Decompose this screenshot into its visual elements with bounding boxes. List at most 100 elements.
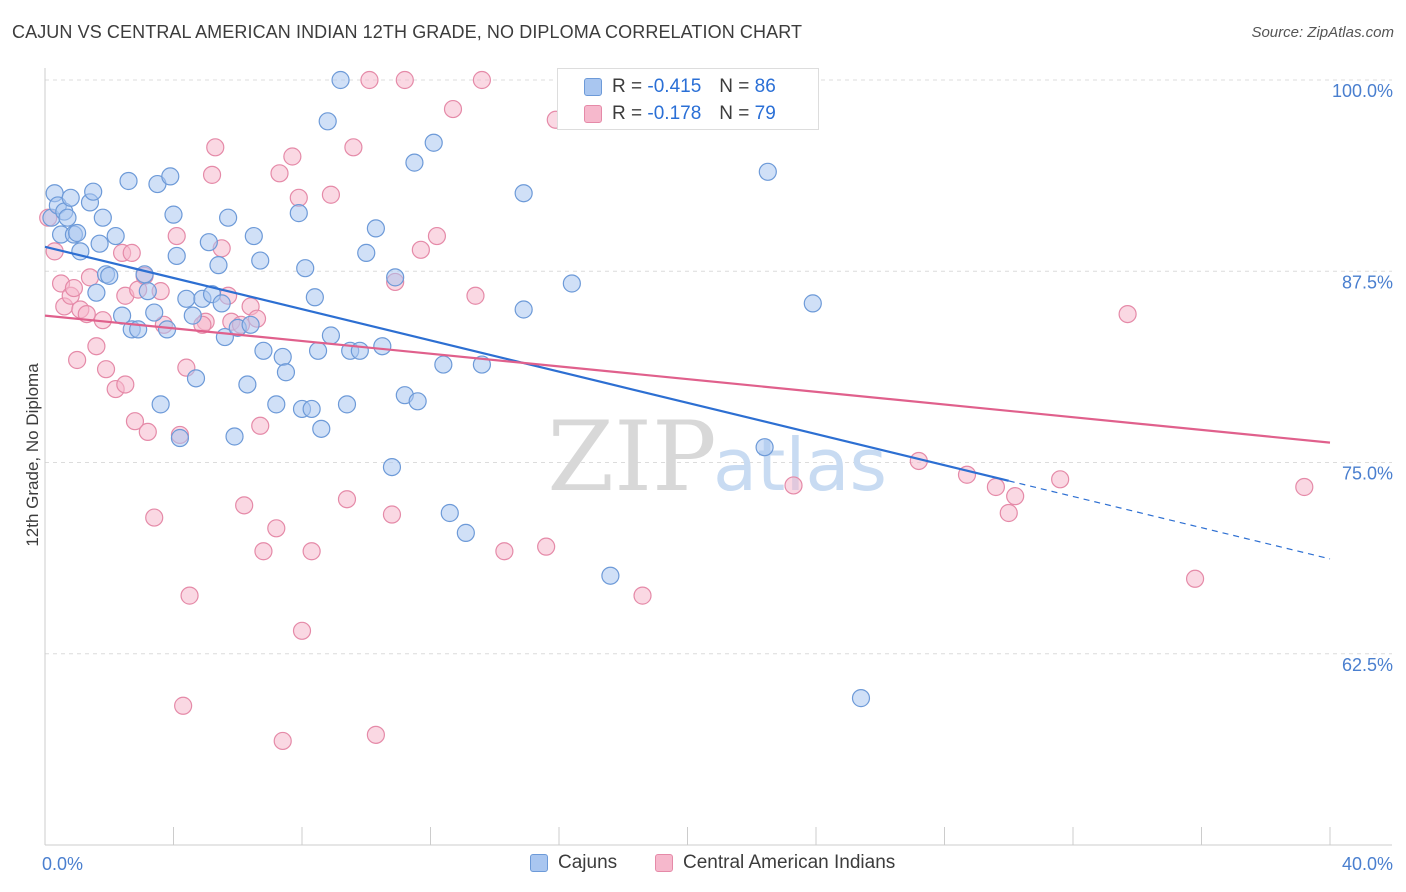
cajun-point bbox=[408, 392, 427, 411]
cajun-point bbox=[135, 265, 154, 284]
central-american-indian-point bbox=[116, 375, 135, 394]
cajun-point bbox=[267, 395, 286, 414]
cajun-point bbox=[183, 306, 202, 325]
central-american-indian-point bbox=[633, 586, 652, 605]
central-american-indian-point bbox=[64, 278, 84, 298]
y-axis-label-group: 12th Grade, No Diploma bbox=[23, 363, 42, 547]
cajun-point bbox=[755, 438, 774, 457]
cajun-point bbox=[276, 363, 296, 382]
y-tick-label-2: 75.0% bbox=[1342, 464, 1393, 484]
cajun-point bbox=[58, 208, 77, 227]
cajun-point bbox=[514, 184, 533, 203]
central-american-indian-point bbox=[254, 542, 273, 561]
cajun-point bbox=[373, 337, 392, 356]
legend-n-value: 79 bbox=[754, 103, 776, 124]
cajun-point bbox=[434, 355, 453, 374]
legend-n-label: N = bbox=[719, 103, 750, 124]
cajun-point bbox=[318, 112, 337, 131]
central-american-indian-point bbox=[1118, 304, 1137, 324]
cajun-point bbox=[251, 251, 270, 270]
central-american-indian-point bbox=[337, 490, 357, 509]
cajun-point bbox=[170, 428, 190, 448]
cajun-point bbox=[601, 566, 620, 585]
cajun-point bbox=[305, 288, 324, 307]
central-american-indian-point bbox=[289, 188, 308, 207]
legend-n-value: 86 bbox=[754, 76, 776, 97]
legend-swatch-cajuns bbox=[530, 854, 548, 872]
central-american-indian-point bbox=[999, 503, 1018, 523]
cajun-point bbox=[302, 399, 321, 419]
x-tick-label-1: 40.0% bbox=[1342, 854, 1393, 874]
cajun-point bbox=[219, 208, 238, 227]
cajun-point bbox=[312, 419, 331, 438]
cajun-point bbox=[68, 223, 87, 243]
legend-row-central-american-indians: R = -0.178 N = 79 bbox=[584, 102, 776, 126]
central-american-indian-trend-line bbox=[44, 314, 1331, 444]
legend-r-label: R = bbox=[612, 103, 643, 124]
central-american-indian-point bbox=[784, 476, 803, 495]
x-tick-label-0: 0.0% bbox=[42, 854, 83, 874]
y-tick-label-1: 87.5% bbox=[1342, 272, 1393, 292]
cajun-point bbox=[106, 226, 125, 246]
central-american-indian-point bbox=[125, 412, 145, 431]
correlation-legend: R = -0.415 N = 86 R = -0.178 N = 79 bbox=[557, 68, 819, 130]
central-american-indian-point bbox=[174, 696, 193, 715]
central-american-indian-point bbox=[411, 240, 430, 259]
cajun-point bbox=[254, 341, 273, 360]
cajun-trend-extension bbox=[1008, 480, 1331, 560]
cajun-point bbox=[151, 395, 170, 414]
central-american-indian-point bbox=[87, 337, 106, 356]
cajun-point bbox=[273, 347, 292, 367]
central-american-indian-point bbox=[235, 496, 254, 515]
source-label: Source: ZipAtlas.com bbox=[1251, 24, 1394, 41]
cajun-point bbox=[424, 133, 443, 152]
central-american-indian-point bbox=[495, 542, 514, 561]
cajun-point bbox=[758, 162, 777, 181]
central-american-indian-point bbox=[344, 138, 363, 157]
y-tick-label-0: 100.0% bbox=[1332, 81, 1393, 101]
central-american-indian-point bbox=[145, 508, 164, 527]
central-american-indian-point bbox=[122, 243, 141, 262]
central-american-indian-point bbox=[180, 586, 199, 605]
cajun-point bbox=[100, 266, 119, 285]
cajun-point bbox=[145, 303, 164, 322]
central-american-indian-point bbox=[138, 422, 157, 441]
central-american-indian-point bbox=[270, 164, 289, 183]
cajun-point bbox=[164, 205, 183, 224]
central-american-indian-point bbox=[443, 99, 463, 119]
legend-item-cajuns[interactable]: Cajuns bbox=[530, 852, 617, 874]
gridlines bbox=[45, 79, 1392, 655]
axes bbox=[44, 68, 1392, 846]
data-points bbox=[39, 70, 1314, 751]
central-american-indian-point bbox=[427, 226, 447, 246]
cajun-point bbox=[337, 395, 357, 414]
legend-r-label: R = bbox=[612, 76, 643, 97]
legend-row-cajuns: R = -0.415 N = 86 bbox=[584, 75, 776, 99]
central-american-indian-point bbox=[1295, 477, 1314, 497]
cajun-point bbox=[382, 457, 402, 477]
central-american-indian-point bbox=[302, 542, 321, 561]
cajun-point bbox=[87, 283, 106, 302]
legend-swatch-central-american-indians bbox=[655, 854, 673, 872]
central-american-indian-point bbox=[206, 138, 225, 157]
cajun-point bbox=[308, 341, 328, 360]
cajun-point bbox=[440, 503, 459, 523]
chart-title: CAJUN VS CENTRAL AMERICAN INDIAN 12TH GR… bbox=[12, 22, 803, 42]
watermark: ZIP atlas bbox=[547, 401, 887, 513]
cajun-point bbox=[157, 320, 177, 339]
cajun-point bbox=[93, 208, 112, 227]
central-american-indian-point bbox=[292, 621, 312, 640]
cajun-point bbox=[386, 268, 405, 287]
legend-item-central-american-indians[interactable]: Central American Indians bbox=[655, 852, 895, 874]
cajun-point bbox=[61, 188, 80, 207]
cajun-point bbox=[161, 167, 180, 186]
series-legend: Cajuns Central American Indians bbox=[0, 852, 1406, 878]
legend-swatch-cajuns bbox=[584, 78, 602, 96]
legend-label-central-american-indians: Central American Indians bbox=[683, 852, 896, 873]
legend-r-value: -0.178 bbox=[647, 103, 702, 124]
legend-label-cajuns: Cajuns bbox=[558, 852, 618, 873]
central-american-indian-point bbox=[321, 185, 341, 204]
cajun-point bbox=[119, 171, 138, 191]
cajun-point bbox=[209, 256, 228, 275]
